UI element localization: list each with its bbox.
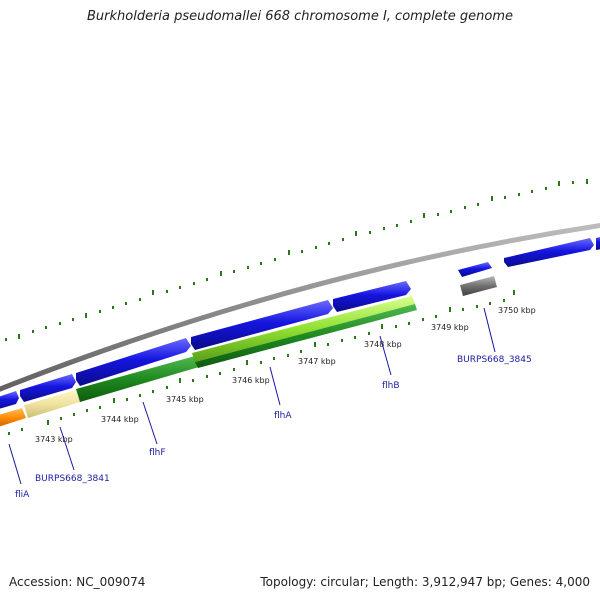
kbp-label: 3744 kbp: [101, 415, 139, 424]
cds-feature[interactable]: [504, 238, 594, 267]
gene-feature-flhB[interactable]: [195, 304, 417, 368]
cds-feature[interactable]: [20, 374, 76, 402]
map-title: Burkholderia pseudomallei 668 chromosome…: [86, 9, 514, 24]
gene-feature-BURPS668_3845[interactable]: [460, 276, 497, 296]
kbp-label: 3743 kbp: [35, 435, 73, 444]
kbp-label: 3747 kbp: [298, 357, 336, 366]
kbp-label: 3746 kbp: [232, 376, 270, 385]
kbp-label: 3749 kbp: [431, 323, 469, 332]
gene-label-flhA[interactable]: flhA: [274, 411, 292, 421]
outer-tick-row: [5, 179, 588, 341]
cds-feature[interactable]: [458, 262, 492, 277]
reverse-strand-features[interactable]: [0, 276, 497, 428]
kbp-label: 3745 kbp: [166, 395, 204, 404]
kbp-tick-row: [8, 290, 515, 435]
gene-label-flhF[interactable]: flhF: [149, 448, 166, 458]
accession-text: Accession: NC_009074: [9, 575, 146, 589]
gene-feature-flhA[interactable]: [192, 296, 415, 362]
gene-feature-BURPS668_3841[interactable]: [24, 390, 80, 418]
cds-feature[interactable]: [191, 300, 333, 350]
gene-label-BURPS668_3841[interactable]: BURPS668_3841: [35, 474, 110, 484]
forward-strand-features[interactable]: [0, 235, 600, 410]
cds-feature[interactable]: [76, 338, 191, 386]
gene-labels: fliA BURPS668_3841 flhF flhA flhB BURPS6…: [15, 355, 532, 500]
gene-label-BURPS668_3845[interactable]: BURPS668_3845: [457, 355, 532, 365]
kbp-label: 3750 kbp: [498, 306, 536, 315]
cds-feature[interactable]: [0, 391, 19, 410]
gene-label-flhB[interactable]: flhB: [382, 381, 400, 391]
gene-feature-flhF[interactable]: [76, 356, 199, 402]
gene-callout-lines: [8, 307, 496, 485]
genome-backbone: [0, 223, 600, 392]
cds-feature[interactable]: [333, 281, 411, 312]
gene-label-fliA[interactable]: fliA: [15, 490, 30, 500]
cds-feature[interactable]: [596, 235, 600, 250]
gene-feature-fliA[interactable]: [0, 408, 26, 428]
topology-summary: Topology: circular; Length: 3,912,947 bp…: [260, 575, 590, 589]
